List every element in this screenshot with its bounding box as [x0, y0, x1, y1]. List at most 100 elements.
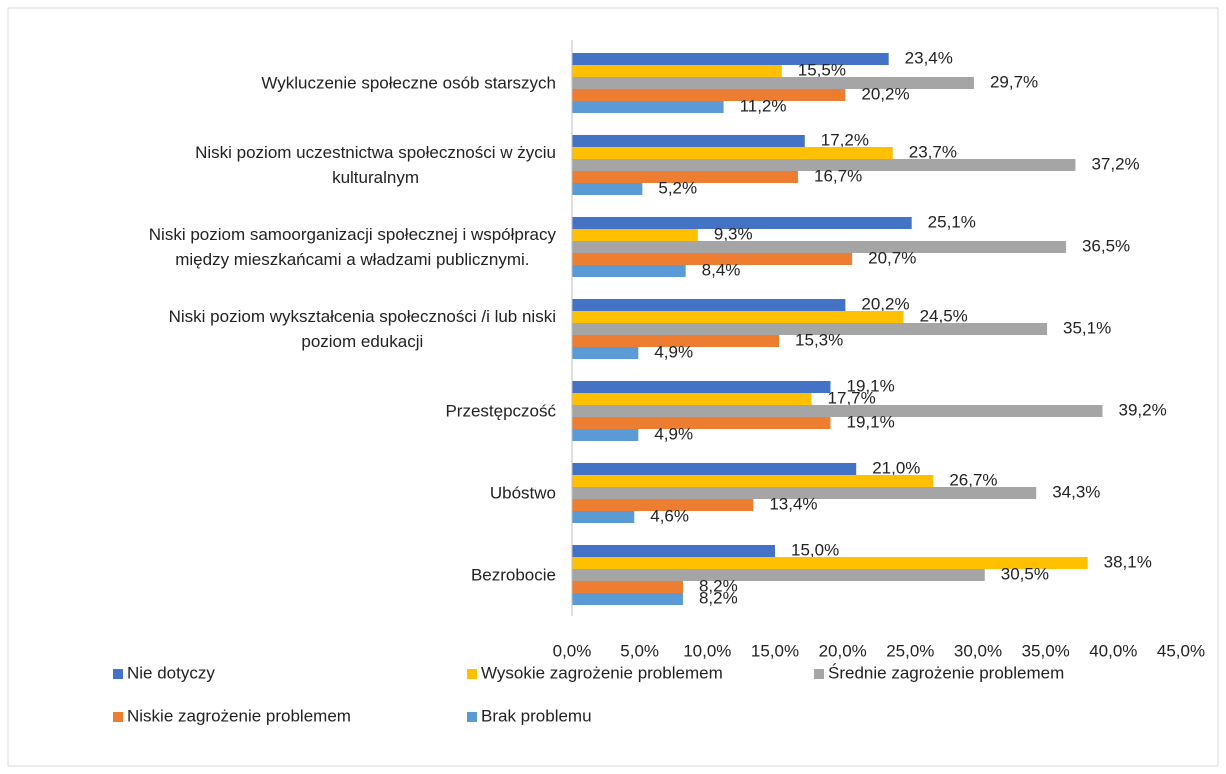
category-text: Ubóstwo: [489, 483, 556, 503]
legend-label: Średnie zagrożenie problemem: [828, 663, 1064, 682]
value-label: 8,2%: [699, 576, 738, 595]
x-tick-label: 0,0%: [553, 641, 592, 660]
x-tick-label: 15,0%: [751, 641, 799, 660]
bar: [572, 487, 1037, 499]
bar: [572, 217, 912, 229]
bar: [572, 463, 857, 475]
value-label: 19,1%: [846, 412, 894, 431]
value-label: 15,3%: [795, 330, 843, 349]
legend-label: Nie dotyczy: [127, 663, 215, 682]
value-label: 16,7%: [814, 166, 862, 185]
value-label: 37,2%: [1091, 154, 1139, 173]
bar: [572, 229, 698, 241]
bar: [572, 265, 686, 277]
category-text: Bezrobocie: [470, 565, 556, 585]
value-label: 23,4%: [905, 48, 953, 67]
category-text: Niski poziom uczestnictwa społeczności w…: [195, 143, 556, 187]
value-label: 5,2%: [658, 178, 697, 197]
value-label: 20,7%: [868, 248, 916, 267]
y-tick-label: Wykluczenie społeczne osób starszych: [261, 71, 556, 96]
y-tick-label: Niski poziom uczestnictwa społeczności w…: [195, 140, 556, 190]
legend-swatch: [467, 712, 477, 722]
bar: [572, 381, 831, 393]
bar: [572, 311, 904, 323]
category-text: Niski poziom samoorganizacji społecznej …: [148, 225, 556, 269]
legend-swatch: [113, 712, 123, 722]
x-tick-label: 25,0%: [886, 641, 934, 660]
value-label: 4,9%: [654, 342, 693, 361]
bar: [572, 545, 775, 557]
value-label: 8,2%: [699, 588, 738, 607]
bar: [572, 101, 724, 113]
bar: [572, 347, 639, 359]
bar: [572, 65, 782, 77]
legend-swatch: [814, 669, 824, 679]
bar: [572, 253, 853, 265]
bar: [572, 77, 974, 89]
bar: [572, 475, 934, 487]
value-label: 17,2%: [821, 130, 869, 149]
x-tick-label: 30,0%: [954, 641, 1002, 660]
bar: [572, 135, 805, 147]
bar: [572, 499, 754, 511]
bar: [572, 511, 635, 523]
bar: [572, 159, 1076, 171]
value-label: 39,2%: [1119, 400, 1167, 419]
value-label: 4,9%: [654, 424, 693, 443]
bar: [572, 89, 846, 101]
value-label: 9,3%: [714, 224, 753, 243]
x-tick-label: 35,0%: [1022, 641, 1070, 660]
x-tick-label: 5,0%: [620, 641, 659, 660]
value-label: 19,1%: [846, 376, 894, 395]
value-label: 34,3%: [1052, 482, 1100, 501]
value-label: 29,7%: [990, 72, 1038, 91]
x-tick-label: 20,0%: [819, 641, 867, 660]
legend-swatch: [113, 669, 123, 679]
y-tick-label: Ubóstwo: [490, 481, 556, 506]
value-label: 15,5%: [798, 60, 846, 79]
bar: [572, 569, 985, 581]
category-text: Niski poziom wykształcenia społeczności …: [168, 307, 556, 351]
value-label: 23,7%: [909, 142, 957, 161]
legend-swatch: [467, 669, 477, 679]
value-label: 15,0%: [791, 540, 839, 559]
legend-label: Wysokie zagrożenie problemem: [481, 663, 723, 682]
category-text: Przestępczość: [445, 401, 556, 421]
x-tick-label: 10,0%: [683, 641, 731, 660]
value-label: 24,5%: [920, 306, 968, 325]
value-label: 8,4%: [702, 260, 741, 279]
y-tick-label: Niski poziom wykształcenia społeczności …: [169, 304, 556, 354]
bar: [572, 53, 889, 65]
legend-label: Brak problemu: [481, 706, 592, 725]
x-tick-label: 45,0%: [1157, 641, 1205, 660]
value-label: 26,7%: [949, 470, 997, 489]
bar: [572, 593, 683, 605]
value-label: 36,5%: [1082, 236, 1130, 255]
value-label: 17,7%: [828, 388, 876, 407]
bar: [572, 183, 643, 195]
value-label: 38,1%: [1104, 552, 1152, 571]
y-tick-label: Bezrobocie: [471, 563, 556, 588]
y-tick-label: Niski poziom samoorganizacji społecznej …: [149, 222, 556, 272]
value-label: 35,1%: [1063, 318, 1111, 337]
value-label: 25,1%: [928, 212, 976, 231]
value-label: 30,5%: [1001, 564, 1049, 583]
bar: [572, 393, 812, 405]
bar: [572, 171, 799, 183]
y-tick-label: Przestępczość: [445, 399, 556, 424]
bar: [572, 299, 846, 311]
bar: [572, 335, 780, 347]
value-label: 20,2%: [861, 294, 909, 313]
bar: [572, 147, 893, 159]
bar: [572, 417, 831, 429]
value-label: 21,0%: [872, 458, 920, 477]
chart-border: [7, 7, 1219, 767]
legend-label: Niskie zagrożenie problemem: [127, 706, 351, 725]
bar: [572, 323, 1048, 335]
x-tick-label: 40,0%: [1089, 641, 1137, 660]
value-label: 11,2%: [740, 96, 787, 115]
bar: [572, 557, 1088, 569]
bar: [572, 581, 683, 593]
